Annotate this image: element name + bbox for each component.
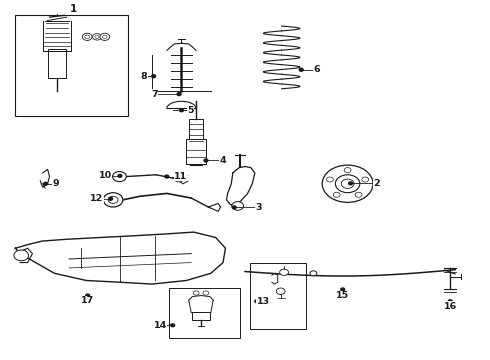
Circle shape (299, 68, 303, 71)
Circle shape (348, 182, 352, 185)
Circle shape (341, 179, 354, 188)
Text: 1: 1 (70, 4, 76, 14)
Circle shape (95, 35, 99, 38)
Text: 6: 6 (314, 65, 320, 74)
Circle shape (341, 288, 344, 291)
Circle shape (44, 182, 48, 185)
Circle shape (362, 177, 368, 182)
Circle shape (232, 202, 244, 210)
Text: 12: 12 (90, 194, 103, 203)
Text: 8: 8 (141, 72, 147, 81)
Circle shape (179, 109, 183, 112)
Circle shape (100, 33, 110, 40)
Circle shape (203, 291, 209, 295)
Circle shape (322, 165, 373, 202)
Text: 10: 10 (99, 171, 112, 180)
Circle shape (448, 300, 452, 303)
Bar (15, 15, 128, 116)
Text: 17: 17 (81, 296, 94, 305)
Bar (186, 139, 206, 164)
Text: 3: 3 (256, 203, 262, 212)
Circle shape (118, 174, 122, 177)
Text: 15: 15 (336, 291, 349, 300)
Circle shape (113, 172, 126, 181)
Circle shape (255, 300, 259, 303)
Circle shape (335, 175, 360, 193)
Circle shape (333, 192, 340, 197)
Text: 7: 7 (151, 90, 158, 99)
Circle shape (276, 288, 285, 294)
Circle shape (103, 193, 123, 207)
Circle shape (102, 35, 107, 39)
Circle shape (93, 33, 101, 40)
Text: 13: 13 (257, 297, 270, 306)
Circle shape (171, 324, 174, 327)
Circle shape (108, 196, 118, 203)
Circle shape (326, 177, 333, 182)
Circle shape (86, 294, 90, 297)
Circle shape (344, 168, 351, 173)
Circle shape (85, 35, 90, 39)
Circle shape (204, 159, 208, 162)
Circle shape (82, 33, 92, 40)
Text: 14: 14 (153, 321, 167, 330)
Circle shape (14, 250, 28, 261)
Text: 16: 16 (443, 302, 457, 311)
Bar (189, 118, 203, 141)
Circle shape (165, 175, 169, 178)
Circle shape (109, 197, 113, 200)
Bar (250, 262, 306, 329)
Bar (169, 288, 240, 338)
Text: 2: 2 (373, 179, 380, 188)
Circle shape (174, 175, 184, 182)
Text: 9: 9 (52, 179, 59, 188)
Bar (48, 49, 66, 78)
Text: 5: 5 (187, 106, 194, 115)
Circle shape (355, 192, 362, 197)
Text: 11: 11 (174, 172, 187, 181)
Circle shape (232, 206, 236, 209)
Circle shape (193, 291, 199, 295)
Circle shape (177, 93, 181, 96)
Bar (192, 312, 210, 320)
Circle shape (280, 269, 289, 275)
Polygon shape (15, 232, 225, 284)
Text: 4: 4 (220, 156, 226, 165)
Circle shape (310, 271, 317, 276)
Circle shape (152, 75, 156, 78)
